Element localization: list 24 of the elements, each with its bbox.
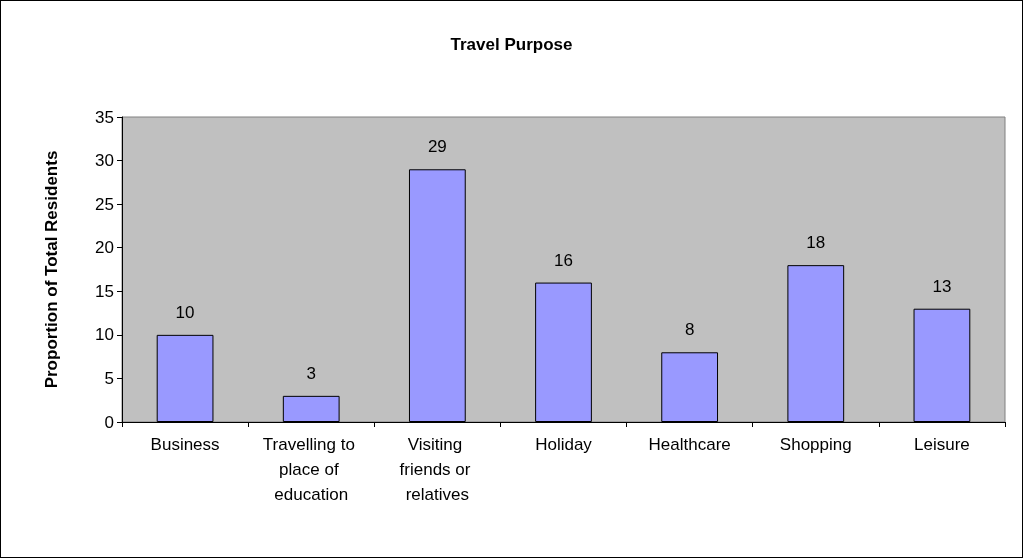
data-label: 13 xyxy=(932,276,952,296)
x-tick-label: Holiday xyxy=(535,435,593,454)
data-label: 3 xyxy=(306,363,316,383)
y-tick-label: 0 xyxy=(104,412,114,432)
y-tick-label: 20 xyxy=(95,238,114,258)
data-label: 16 xyxy=(554,250,573,270)
y-axis-title: Proportion of Total Residents xyxy=(42,150,61,389)
y-tick-label: 5 xyxy=(104,368,114,388)
x-tick-label: Visiting friends or relatives xyxy=(399,435,476,504)
data-label: 18 xyxy=(806,233,826,253)
data-label: 29 xyxy=(427,137,447,157)
data-label: 10 xyxy=(175,302,195,322)
y-tick-label: 10 xyxy=(95,325,114,345)
x-tick-label: Healthcare xyxy=(648,435,731,454)
y-tick-label: 15 xyxy=(95,281,114,301)
x-tick-label: Travelling to place of education xyxy=(262,435,360,504)
data-label: 8 xyxy=(684,320,695,340)
y-tick-label: 35 xyxy=(95,107,114,127)
x-tick-label: Leisure xyxy=(914,435,970,454)
y-tick-label: 25 xyxy=(95,194,114,214)
x-tick-label: Shopping xyxy=(779,435,852,454)
chart-title: Travel Purpose xyxy=(450,35,573,54)
y-tick-label: 30 xyxy=(95,151,114,171)
x-tick-label: Business xyxy=(150,435,220,454)
